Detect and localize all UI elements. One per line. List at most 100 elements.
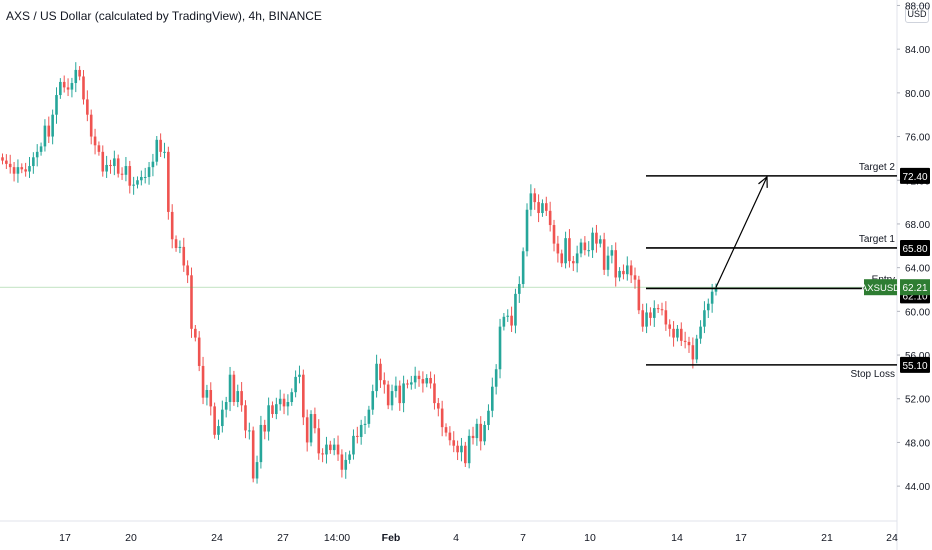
candle-body	[402, 383, 405, 404]
candle-body	[232, 374, 236, 403]
candle-body	[421, 379, 425, 384]
target-1-price-tag	[900, 239, 930, 256]
y-tick-label: 68.00	[905, 220, 930, 231]
target-2-price-tag	[900, 167, 930, 184]
candle-body	[359, 424, 363, 437]
entry-price-text: 62.10	[902, 291, 927, 302]
y-tick-label: 48.00	[905, 438, 930, 449]
candle-body	[564, 238, 567, 264]
target-1-price-text: 65.80	[902, 244, 927, 255]
candle-body	[101, 151, 105, 172]
target-2-price-text: 72.40	[902, 172, 927, 183]
x-tick-label: 24	[211, 532, 223, 544]
candle-body	[278, 398, 282, 405]
candle-body	[32, 157, 35, 167]
x-tick-label: 14:00	[324, 532, 350, 544]
candle-body	[74, 69, 78, 84]
candle-body	[66, 87, 70, 90]
candle-body	[251, 430, 255, 479]
candle-body	[703, 310, 706, 327]
x-tick-label: 17	[735, 532, 747, 544]
candle-body	[695, 338, 699, 360]
candle-body	[259, 424, 263, 463]
candle-body	[629, 265, 633, 276]
candle-body	[691, 345, 695, 360]
projection-arrow-head	[758, 175, 768, 188]
x-tick-label: 7	[520, 532, 526, 544]
candle-body	[363, 423, 367, 425]
candle-body	[475, 423, 479, 439]
candle-body	[167, 151, 170, 212]
candle-body	[205, 390, 209, 398]
candle-body	[120, 173, 124, 175]
candle-body	[244, 405, 247, 431]
candle-body	[433, 383, 436, 404]
candle-body	[344, 459, 348, 470]
candle-body	[275, 404, 278, 415]
candle-body	[383, 380, 386, 385]
candle-body	[5, 160, 8, 164]
candle-body	[78, 69, 81, 77]
candle-body	[271, 405, 274, 415]
candle-body	[263, 424, 267, 432]
y-tick-label: 44.00	[905, 482, 930, 493]
x-tick-label: 17	[59, 532, 71, 544]
candle-body	[39, 146, 43, 152]
candle-body	[410, 382, 413, 385]
candle-body	[417, 375, 421, 380]
current-price-text: 62.21	[902, 283, 927, 294]
candle-body	[494, 369, 498, 387]
target-1-label: Target 1	[859, 234, 896, 245]
candle-body	[652, 308, 656, 318]
candle-body	[464, 445, 467, 464]
candle-body	[637, 279, 641, 311]
candle-body	[429, 377, 432, 384]
candle-body	[683, 340, 687, 342]
candle-body	[209, 390, 213, 407]
candle-body	[170, 211, 174, 240]
candle-body	[687, 341, 691, 346]
candle-body	[413, 375, 417, 383]
candle-body	[452, 440, 456, 446]
y-tick-label: 76.00	[905, 133, 930, 144]
candle-body	[568, 238, 571, 262]
candle-body	[43, 125, 47, 147]
candle-body	[548, 210, 552, 226]
candle-body	[510, 315, 513, 326]
candle-body	[641, 310, 645, 327]
candle-body	[625, 265, 629, 275]
candle-body	[583, 242, 587, 251]
candle-body	[390, 391, 394, 406]
candle-body	[371, 391, 375, 410]
x-tick-label: 10	[584, 532, 596, 544]
candle-body	[298, 374, 301, 377]
candle-body	[537, 202, 540, 214]
candle-body	[302, 374, 305, 418]
candle-body	[178, 246, 182, 248]
candle-body	[221, 409, 224, 427]
symbol-tag-text: AXSUSD	[861, 283, 900, 294]
x-tick-label: 27	[277, 532, 289, 544]
candle-body	[24, 169, 27, 172]
x-tick-label: 21	[821, 532, 833, 544]
candle-body	[672, 328, 675, 338]
y-tick-label: 64.00	[905, 264, 930, 275]
candle-body	[82, 76, 85, 100]
candle-body	[444, 427, 448, 433]
candle-body	[668, 324, 672, 329]
candle-body	[213, 406, 216, 435]
candle-body	[109, 164, 112, 167]
candle-body	[105, 164, 108, 172]
candle-body	[51, 114, 54, 137]
candle-body	[267, 405, 270, 432]
currency-button[interactable]: USD	[905, 5, 929, 23]
candle-body	[533, 193, 537, 203]
y-tick-label: 52.00	[905, 395, 930, 406]
candle-body	[521, 251, 525, 285]
candle-body	[649, 312, 652, 318]
candle-body	[706, 303, 710, 311]
candle-body	[190, 275, 193, 329]
candle-body	[159, 139, 162, 152]
candle-body	[618, 270, 621, 278]
